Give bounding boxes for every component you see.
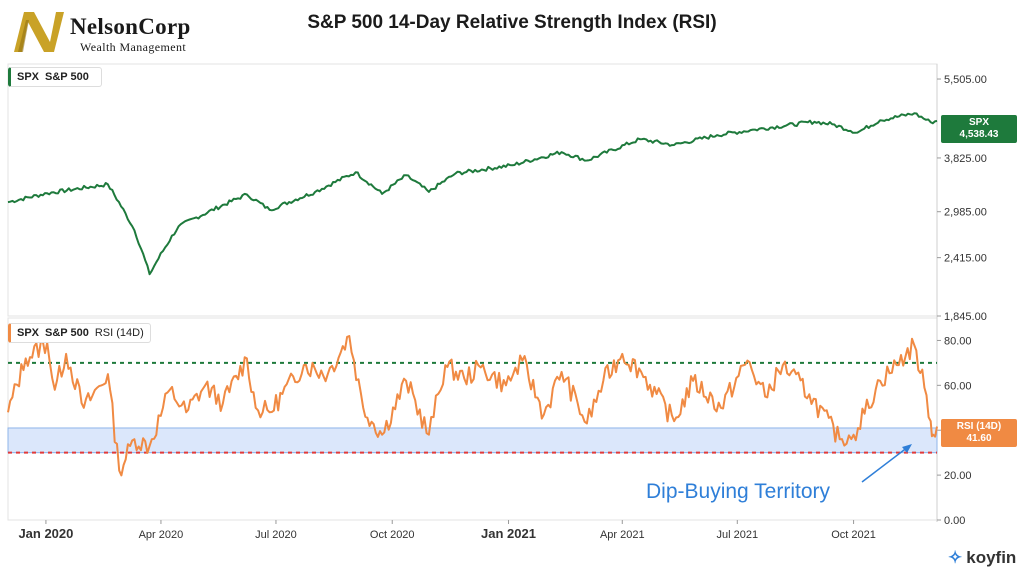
- x-axis: Jan 2020 Apr 2020 Jul 2020 Oct 2020 Jan 2021…: [18, 520, 876, 541]
- spx-y-tick-label: 5,505.00: [944, 74, 987, 86]
- spx-tag-name: SPX: [968, 117, 989, 128]
- spx-pane-frame: [7, 63, 938, 317]
- spx-tag-value: 4,538.43: [959, 129, 999, 140]
- x-tick-label: Jan 2020: [18, 526, 73, 541]
- logo-subtitle-text: Wealth Management: [80, 40, 187, 54]
- x-tick-label: Jul 2020: [255, 529, 297, 541]
- koyfin-logo-icon: ✧: [948, 548, 963, 567]
- annotation-arrow: [861, 444, 912, 483]
- rsi-last-value-tag: RSI (14D) 41.60: [941, 419, 1017, 447]
- rsi-indicator: RSI (14D): [94, 327, 144, 339]
- spx-y-tick-label: 2,985.00: [944, 207, 987, 219]
- x-tick-label: Oct 2020: [370, 529, 415, 541]
- rsi-y-tick-label: 60.00: [944, 380, 972, 392]
- rsi-y-tick-label: 80.00: [944, 335, 972, 347]
- dip-buying-zone: [7, 427, 938, 454]
- rsi-tag-value: 41.60: [966, 433, 992, 444]
- x-tick-label: Oct 2021: [831, 529, 876, 541]
- spx-y-axis: 1,845.00 2,415.00 2,985.00 3,825.00 5,505.00: [937, 74, 987, 323]
- nelsoncorp-logo: NelsonCorp Wealth Management: [10, 8, 230, 56]
- spx-line: [7, 112, 938, 276]
- rsi-pane-label[interactable]: SPX S&P 500 RSI (14D): [8, 323, 151, 343]
- spx-y-tick-label: 1,845.00: [944, 311, 987, 323]
- rsi-ticker: SPX: [17, 327, 40, 339]
- x-tick-label: Jul 2021: [716, 529, 758, 541]
- annotation-arrow-head: [902, 444, 912, 453]
- koyfin-text: koyfin: [966, 548, 1017, 567]
- spx-name: S&P 500: [45, 71, 89, 83]
- spx-price-series: [7, 112, 938, 276]
- spx-ticker: SPX: [17, 71, 40, 83]
- rsi-y-tick-label: 20.00: [944, 470, 972, 482]
- rsi-y-tick-label: 0.00: [944, 515, 965, 527]
- rsi-line: [7, 335, 938, 477]
- x-tick-label: Jan 2021: [481, 526, 536, 541]
- spx-last-value-tag: SPX 4,538.43: [941, 115, 1017, 143]
- x-tick-label: Apr 2021: [600, 529, 645, 541]
- rsi-name: S&P 500: [45, 327, 89, 339]
- rsi-series: [7, 335, 938, 477]
- rsi-reference-lines: [8, 361, 937, 454]
- logo-brand-text: NelsonCorp: [70, 14, 191, 39]
- x-tick-label: Apr 2020: [139, 529, 184, 541]
- dip-buying-band: [7, 427, 938, 454]
- spx-y-tick-label: 3,825.00: [944, 153, 987, 165]
- spx-y-tick-label: 2,415.00: [944, 253, 987, 265]
- dip-buying-annotation: Dip-Buying Territory: [646, 480, 831, 503]
- rsi-tag-name: RSI (14D): [956, 421, 1002, 432]
- chart-title: S&P 500 14-Day Relative Strength Index (…: [307, 12, 717, 33]
- annotation-arrow-shaft: [861, 446, 909, 483]
- koyfin-watermark: ✧ koyfin: [948, 548, 1016, 568]
- spx-pane-label[interactable]: SPX S&P 500: [8, 67, 102, 87]
- logo-mark-icon: [14, 12, 64, 52]
